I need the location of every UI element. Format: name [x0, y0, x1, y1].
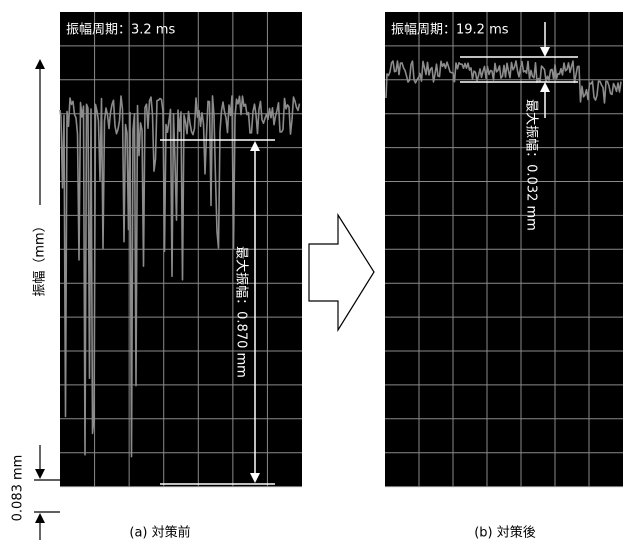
period-a: 振幅周期：3.2 ms: [66, 23, 175, 38]
caption-a: (a) 対策前: [129, 525, 190, 541]
scale-label: 0.083 mm: [11, 455, 26, 522]
max-amplitude-a: 最大振幅：0.870 mm: [234, 246, 249, 378]
figure: 振幅周期：3.2 ms 振幅周期：19.2 ms 最大振幅：0.870 mm 最…: [0, 0, 625, 545]
period-b: 振幅周期：19.2 ms: [391, 23, 509, 38]
max-amplitude-b: 最大振幅：0.032 mm: [524, 99, 539, 231]
transition-arrow: [309, 215, 374, 330]
caption-b: (b) 対策後: [474, 525, 536, 541]
y-axis-label: 振幅（mm）: [33, 219, 48, 296]
